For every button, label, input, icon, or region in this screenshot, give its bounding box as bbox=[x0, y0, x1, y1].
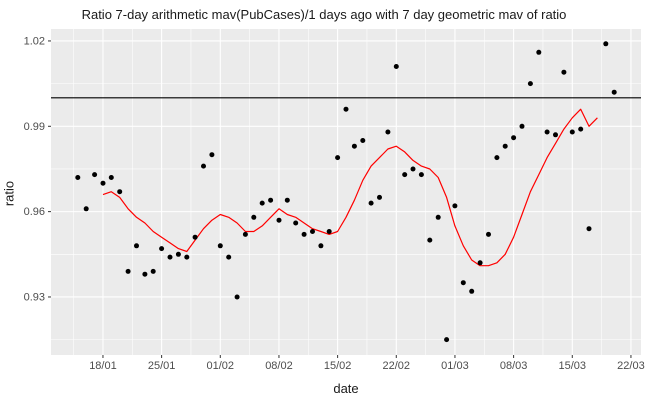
data-point bbox=[326, 229, 332, 234]
x-tick-label: 25/01 bbox=[148, 360, 176, 372]
x-tick-label: 01/03 bbox=[441, 360, 469, 372]
data-point bbox=[561, 69, 567, 75]
data-point bbox=[293, 220, 299, 226]
data-point bbox=[150, 268, 156, 274]
data-point bbox=[527, 81, 533, 87]
x-tick-label: 18/01 bbox=[89, 360, 117, 372]
data-point bbox=[134, 243, 139, 249]
plot-title: Ratio 7-day arithmetic mav(PubCases)/1 d… bbox=[81, 7, 567, 22]
data-point bbox=[494, 155, 500, 161]
data-point bbox=[603, 41, 609, 47]
data-point bbox=[159, 246, 165, 252]
data-point bbox=[469, 288, 475, 294]
data-point bbox=[444, 337, 450, 343]
data-point bbox=[578, 126, 584, 132]
mav-line bbox=[102, 108, 598, 267]
data-point bbox=[201, 163, 206, 169]
data-point bbox=[385, 129, 391, 135]
data-point bbox=[427, 237, 433, 243]
data-point bbox=[83, 206, 89, 212]
data-point bbox=[75, 175, 81, 180]
data-point bbox=[569, 129, 575, 135]
data-point bbox=[377, 194, 382, 200]
data-point bbox=[536, 49, 542, 55]
x-axis-title: date bbox=[333, 381, 359, 396]
data-point bbox=[452, 203, 458, 209]
data-point bbox=[92, 172, 98, 178]
data-point bbox=[611, 89, 617, 95]
data-point bbox=[335, 155, 341, 161]
data-point bbox=[217, 243, 223, 249]
data-point bbox=[544, 129, 550, 135]
data-point bbox=[192, 234, 198, 240]
data-point bbox=[460, 280, 466, 286]
data-point bbox=[393, 64, 399, 69]
data-point bbox=[184, 254, 190, 260]
data-point bbox=[117, 189, 123, 195]
data-point bbox=[477, 260, 483, 266]
data-point bbox=[343, 106, 349, 112]
x-tick-label: 01/02 bbox=[207, 360, 235, 372]
y-tick-label: 0.96 bbox=[24, 206, 45, 218]
y-tick-label: 1.02 bbox=[24, 35, 45, 47]
data-point bbox=[418, 172, 424, 178]
data-point bbox=[360, 138, 366, 143]
y-tick-label: 0.99 bbox=[24, 121, 45, 133]
data-point bbox=[209, 152, 215, 158]
x-tick-label: 22/03 bbox=[617, 360, 645, 372]
data-point bbox=[251, 214, 257, 220]
data-point bbox=[276, 217, 282, 223]
data-point bbox=[586, 226, 592, 232]
x-tick-label: 15/02 bbox=[324, 360, 352, 372]
data-point bbox=[175, 251, 181, 257]
y-tick-label: 0.93 bbox=[24, 291, 45, 303]
data-point bbox=[410, 166, 416, 172]
data-point bbox=[226, 254, 232, 260]
data-point bbox=[318, 243, 324, 249]
panel-background bbox=[51, 29, 641, 355]
data-point bbox=[368, 200, 374, 206]
x-tick-label: 15/03 bbox=[559, 360, 587, 372]
data-point bbox=[402, 172, 408, 178]
data-point bbox=[435, 214, 441, 220]
data-point bbox=[167, 254, 173, 260]
data-point bbox=[519, 123, 525, 129]
x-tick-label: 08/03 bbox=[500, 360, 528, 372]
data-point bbox=[259, 200, 265, 206]
data-point bbox=[125, 268, 131, 274]
data-point bbox=[553, 132, 558, 138]
data-point bbox=[486, 231, 491, 237]
y-axis-title: ratio bbox=[1, 180, 17, 207]
x-tick-label: 08/02 bbox=[265, 360, 293, 372]
data-point bbox=[284, 197, 290, 203]
data-point bbox=[100, 180, 106, 186]
data-point bbox=[108, 175, 114, 180]
data-point bbox=[351, 143, 357, 149]
data-point bbox=[511, 135, 517, 141]
data-point bbox=[301, 231, 307, 237]
data-point bbox=[502, 143, 508, 149]
data-point bbox=[142, 271, 148, 277]
data-point bbox=[310, 229, 315, 234]
data-point bbox=[268, 197, 274, 203]
data-point bbox=[242, 231, 248, 237]
x-tick-label: 22/02 bbox=[383, 360, 411, 372]
data-point bbox=[234, 294, 240, 300]
